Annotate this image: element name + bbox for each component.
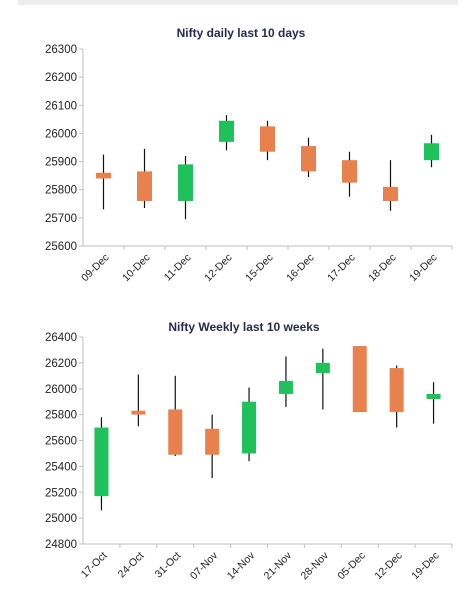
x-tick-label: 15-Dec [243,252,275,284]
y-tick-label: 26300 [45,44,77,56]
y-tick-label: 25800 [45,185,77,197]
candle-body [94,427,109,497]
y-tick-label: 25900 [45,157,77,169]
candle-body [301,146,316,172]
y-tick-label: 26000 [45,384,77,396]
chart-title: Nifty Weekly last 10 weeks [168,320,320,334]
candle-body [131,410,146,415]
candle-body [205,428,220,455]
y-tick-label: 24800 [45,539,77,551]
candle-body [260,126,275,152]
candle-body [342,160,357,183]
x-tick-label: 24-Oct [116,550,147,581]
chart-title: Nifty daily last 10 days [177,26,306,40]
y-tick-label: 25600 [45,436,77,448]
y-tick-label: 26100 [45,100,77,112]
candle-body [383,186,398,201]
y-tick-label: 25600 [45,241,77,253]
plot-layer: 25600 25700 25800 25900 26000 26100 26200 26300… [45,44,453,284]
candle-body [352,346,367,413]
x-tick-label: 12-Dec [372,550,404,582]
x-tick-label: 09-Dec [79,252,111,284]
top-banner-strip [18,0,458,5]
y-tick-label: 26000 [45,128,77,140]
y-tick-label: 25000 [45,513,77,525]
x-tick-label: 28-Nov [299,549,332,582]
candle-body [168,409,183,455]
x-tick-label: 17-Oct [79,550,110,581]
candle-body [137,171,152,201]
y-tick-label: 26400 [45,332,77,344]
x-tick-label: 12-Dec [202,252,234,284]
x-tick-label: 11-Dec [162,252,194,284]
x-tick-label: 10-Dec [120,252,152,284]
y-tick-label: 25700 [45,213,77,225]
x-tick-label: 19-Dec [407,252,439,284]
x-tick-label: 14-Nov [225,549,258,582]
x-tick-label: 05-Dec [335,550,367,582]
candle-body [315,362,330,374]
y-tick-label: 25800 [45,410,77,422]
candle-body [178,164,193,201]
x-tick-label: 17-Dec [325,252,357,284]
y-tick-label: 25200 [45,487,77,499]
x-tick-label: 19-Dec [409,550,441,582]
x-tick-label: 31-Oct [153,550,184,581]
y-tick-label: 26200 [45,358,77,370]
weekly-candlestick-chart: Nifty Weekly last 10 weeks 24800 25000 252… [45,320,453,582]
candle-body [389,368,404,413]
daily-candlestick-chart: Nifty daily last 10 days 25600 25700 25800… [45,26,453,284]
candle-body [219,120,234,142]
candle-body [96,172,111,179]
candle-body [424,143,439,161]
candle-body [426,393,441,400]
x-tick-label: 18-Dec [366,252,398,284]
plot-layer: 24800 25000 25200 25400 25600 25800 26000 26200… [45,332,453,582]
candle-body [242,401,257,454]
candle-body [278,380,293,394]
x-tick-label: 16-Dec [284,252,316,284]
y-tick-label: 26200 [45,72,77,84]
y-tick-label: 25400 [45,461,77,473]
x-tick-label: 21-Nov [262,549,295,582]
x-tick-label: 07-Nov [188,549,221,582]
